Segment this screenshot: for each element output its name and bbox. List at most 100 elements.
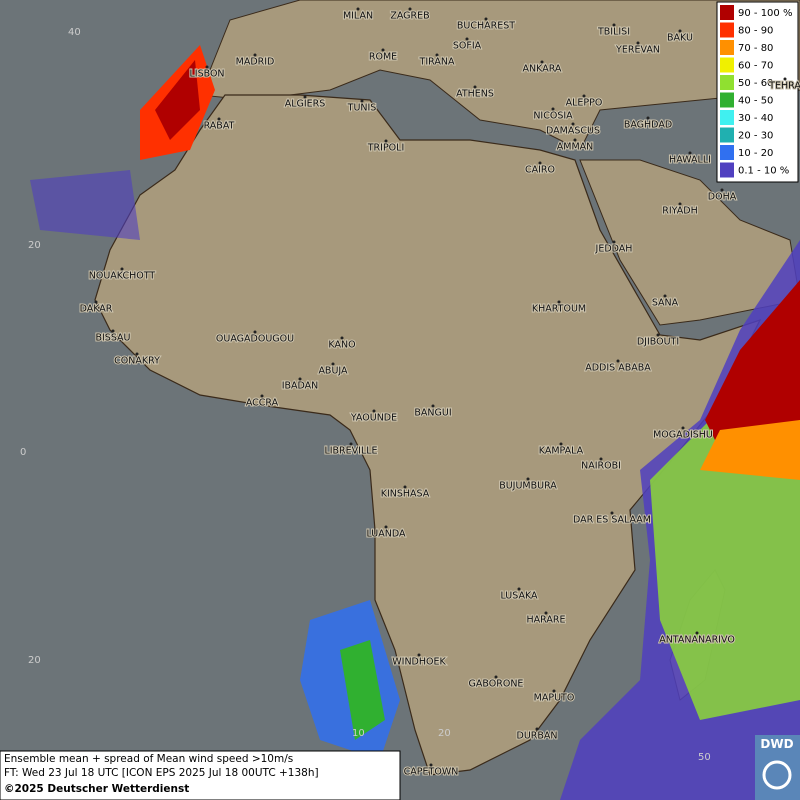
city-dot xyxy=(340,336,344,340)
city-dot xyxy=(417,653,421,657)
city-label: SANA xyxy=(652,298,679,309)
legend-swatch xyxy=(720,92,734,108)
city-label: KANO xyxy=(328,340,355,351)
city-dot xyxy=(465,37,469,41)
city-dot xyxy=(431,404,435,408)
legend-label: 40 - 50 xyxy=(738,96,773,107)
city-dot xyxy=(678,29,682,33)
city-label: HARARE xyxy=(527,615,566,626)
city-label: JEDDAH xyxy=(595,244,633,255)
city-dot xyxy=(656,333,660,337)
city-label: LIBREVILLE xyxy=(324,446,377,457)
city-label: GABORONE xyxy=(469,679,524,690)
city-label: ACCRA xyxy=(246,398,279,409)
city-dot xyxy=(494,675,498,679)
city-dot xyxy=(663,294,667,298)
city-dot xyxy=(135,352,139,356)
grid-label: 10 xyxy=(352,728,365,739)
city-label: ADDIS ABABA xyxy=(585,363,651,374)
city-dot xyxy=(217,117,221,121)
africa xyxy=(94,94,762,776)
city-label: YAOUNDE xyxy=(350,413,397,424)
legend-label: 0.1 - 10 % xyxy=(738,166,789,177)
city-dot xyxy=(384,525,388,529)
footer-box xyxy=(0,750,401,800)
city-label: LISBON xyxy=(189,69,224,80)
legend-swatch xyxy=(720,22,734,38)
city-dot xyxy=(473,85,477,89)
legend-swatch xyxy=(720,75,734,90)
city-dot xyxy=(616,359,620,363)
footer-line: Ensemble mean + spread of Mean wind spee… xyxy=(4,753,293,765)
city-dot xyxy=(381,48,385,52)
city-dot xyxy=(783,77,787,81)
wind-area xyxy=(30,170,140,240)
city-dot xyxy=(253,53,257,57)
city-dot xyxy=(111,329,115,333)
city-label: ABUJA xyxy=(318,366,348,377)
city-label: ANKARA xyxy=(523,64,562,75)
legend-label: 30 - 40 xyxy=(738,113,773,124)
city-label: DAR ES SALAAM xyxy=(573,515,651,526)
city-dot xyxy=(535,727,539,731)
city-label: MOGADISHU xyxy=(653,430,713,441)
city-label: WINDHOEK xyxy=(392,657,446,668)
city-dot xyxy=(349,442,353,446)
city-label: CAIRO xyxy=(525,165,555,176)
legend: 90 - 100 % 80 - 90 70 - 80 60 - 70 50 - 60 40… xyxy=(716,1,799,183)
city-dot xyxy=(573,138,577,142)
city-label: TUNIS xyxy=(347,103,377,114)
grid-label: 40 xyxy=(68,27,81,38)
wind-area xyxy=(340,640,385,740)
grid-label: 0 xyxy=(20,447,26,458)
city-label: HAWALLI xyxy=(669,155,711,166)
city-label: DAMASCUS xyxy=(546,126,600,137)
city-label: RIYADH xyxy=(662,206,697,217)
legend-label: 50 - 60 xyxy=(738,78,773,89)
city-label: BAGHDAD xyxy=(624,120,672,131)
city-dot xyxy=(429,763,433,767)
city-label: DURBAN xyxy=(517,731,558,742)
city-dot xyxy=(526,477,530,481)
city-dot xyxy=(260,394,264,398)
grid-label: 20 xyxy=(28,655,41,666)
city-dot xyxy=(610,511,614,515)
city-dot xyxy=(403,485,407,489)
city-label: CONAKRY xyxy=(114,356,160,367)
grid-label: 20 xyxy=(438,728,451,739)
city-label: CAPETOWN xyxy=(404,767,459,778)
grid-label: 20 xyxy=(28,240,41,251)
city-dot xyxy=(517,587,521,591)
city-label: ANTANANARIVO xyxy=(659,635,735,646)
legend-swatch xyxy=(720,127,734,143)
logo-icon xyxy=(762,760,792,790)
legend-label: 80 - 90 xyxy=(738,26,773,37)
city-dot xyxy=(372,409,376,413)
city-label: TBILISI xyxy=(597,27,630,38)
city-dot xyxy=(557,300,561,304)
city-dot xyxy=(331,362,335,366)
city-dot xyxy=(253,330,257,334)
city-dot xyxy=(205,65,209,69)
city-label: ZAGREB xyxy=(390,11,429,22)
city-label: NOUAKCHOTT xyxy=(89,271,156,282)
city-label: BISSAU xyxy=(95,333,130,344)
city-dot xyxy=(612,23,616,27)
footer-line: FT: Wed 23 Jul 18 UTC [ICON EPS 2025 Jul… xyxy=(4,767,319,779)
logo: DWD xyxy=(760,737,793,751)
city-label: ATHENS xyxy=(456,89,494,100)
legend-swatch xyxy=(720,40,734,55)
grid-label: 50 xyxy=(698,752,711,763)
legend-label: 90 - 100 % xyxy=(738,8,792,19)
city-label: KINSHASA xyxy=(381,489,430,500)
city-dot xyxy=(356,7,360,11)
city-dot xyxy=(538,161,542,165)
city-label: DJIBOUTI xyxy=(637,337,679,348)
city-dot xyxy=(94,300,98,304)
legend-swatch xyxy=(720,57,734,73)
city-dot xyxy=(408,7,412,11)
city-dot xyxy=(544,611,548,615)
legend-swatch xyxy=(720,110,734,125)
city-label: MADRID xyxy=(236,57,275,68)
